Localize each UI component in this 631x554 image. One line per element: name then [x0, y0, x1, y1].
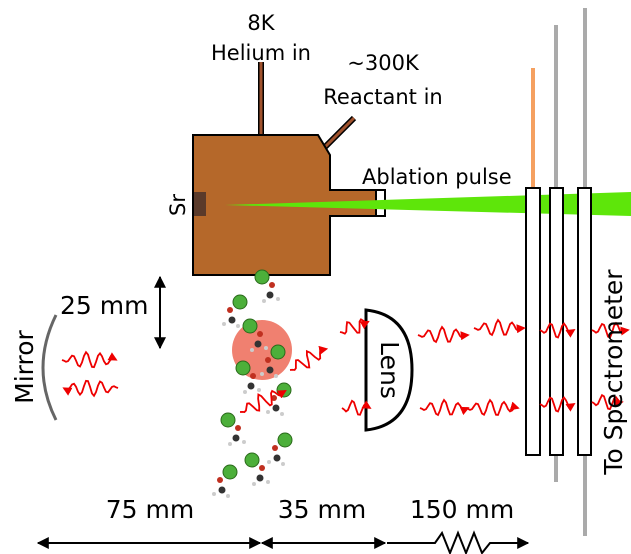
label: Helium in: [211, 41, 311, 65]
photon: [465, 398, 520, 416]
label: 25 mm: [60, 291, 148, 320]
atom: [247, 382, 255, 390]
mirror: [41, 314, 58, 421]
distance: 35 mm: [278, 495, 366, 524]
atom: [250, 373, 256, 379]
label: ~300K: [347, 51, 420, 75]
atom: [228, 442, 232, 446]
atom: [280, 412, 284, 416]
atom: [274, 374, 278, 378]
atom: [266, 410, 270, 414]
label: 8K: [247, 11, 275, 35]
atom: [266, 291, 274, 299]
atom: [257, 331, 263, 337]
window: [525, 187, 541, 456]
distance: 75 mm: [106, 495, 194, 524]
photon: [591, 321, 630, 339]
dimension-line: [387, 530, 530, 554]
label: Lens: [375, 341, 404, 399]
atom: [254, 340, 262, 348]
atom: [267, 460, 271, 464]
label: Mirror: [10, 329, 39, 403]
label: Sr: [166, 194, 190, 216]
atom: [272, 445, 278, 451]
photon: [539, 396, 576, 413]
atom: [266, 366, 274, 374]
atom: [235, 425, 241, 431]
photon: [417, 325, 470, 344]
photon: [339, 318, 370, 335]
atom: [222, 464, 238, 480]
atom: [271, 395, 277, 401]
atom: [244, 452, 260, 468]
atom: [273, 454, 281, 462]
atom: [262, 299, 266, 303]
atom: [243, 390, 247, 394]
photon: [419, 398, 470, 417]
atom: [260, 372, 264, 376]
photon: [539, 322, 576, 339]
photon: [591, 393, 624, 411]
molecules: [212, 269, 293, 498]
label: To Spectrometer: [599, 269, 628, 476]
photons: [61, 318, 630, 417]
label: Ablation pulse: [362, 165, 512, 189]
atom: [272, 404, 280, 412]
reactant-tube-fill: [320, 116, 356, 152]
atom: [252, 482, 256, 486]
photon: [473, 318, 526, 337]
atom: [212, 492, 216, 496]
atom: [232, 294, 248, 310]
window: [577, 187, 592, 456]
atom: [228, 316, 236, 324]
atom: [218, 486, 226, 494]
atom: [242, 318, 258, 334]
atom: [269, 282, 275, 288]
distance: 150 mm: [410, 495, 514, 524]
atom: [276, 297, 280, 301]
lens: [364, 308, 414, 432]
atom: [277, 432, 293, 448]
label: Reactant in: [323, 85, 442, 109]
atom: [281, 462, 285, 466]
atom: [227, 307, 233, 313]
atom: [266, 480, 270, 484]
photon: [341, 399, 372, 416]
atom: [264, 346, 268, 350]
atom: [235, 360, 251, 376]
atom: [220, 412, 236, 428]
sr-target: [194, 192, 206, 216]
atom: [226, 494, 230, 498]
atom: [242, 440, 246, 444]
photon: [62, 379, 119, 398]
atom: [265, 357, 271, 363]
photon: [61, 350, 118, 369]
atom: [256, 474, 264, 482]
atom: [232, 434, 240, 442]
atom: [250, 348, 254, 352]
atom: [236, 324, 240, 328]
photon: [239, 389, 287, 413]
atom: [257, 388, 261, 392]
atom: [222, 322, 226, 326]
photon: [289, 345, 329, 371]
window: [549, 187, 564, 456]
atom: [259, 465, 265, 471]
atom: [254, 269, 270, 285]
atom: [270, 344, 286, 360]
atom: [217, 477, 223, 483]
